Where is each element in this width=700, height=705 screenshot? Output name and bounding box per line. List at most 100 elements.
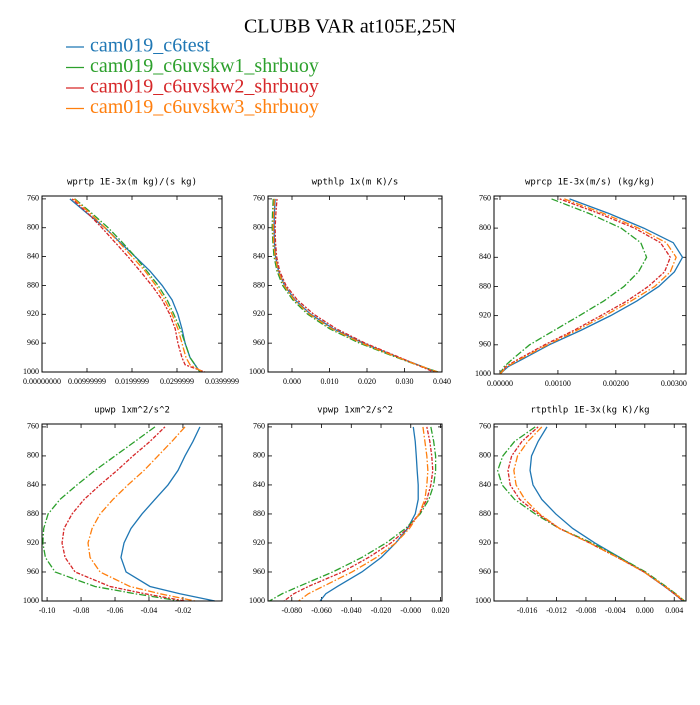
x-tick-label: -0.04 [141, 606, 158, 615]
profile-line [273, 198, 437, 373]
y-tick-label: 800 [479, 223, 491, 232]
x-tick-label: 0.020 [358, 377, 376, 386]
y-tick-label: 1000 [475, 369, 491, 378]
plot-frame [493, 195, 687, 375]
x-tick-label: 0.000 [283, 377, 301, 386]
y-tick-label: 880 [253, 280, 265, 289]
x-tick-label: 0.0299999 [160, 377, 194, 386]
y-tick-label: 840 [253, 480, 265, 489]
x-tick-label: -0.08 [73, 606, 90, 615]
x-tick-label: 0.020 [432, 606, 450, 615]
y-tick-label: 1000 [23, 367, 39, 376]
panel-title: wprcp 1E-3x(m/s) (kg/kg) [525, 178, 655, 188]
legend-label: cam019_c6uvskw2_shrbuoy [90, 76, 319, 98]
x-tick-label: -0.060 [311, 606, 332, 615]
x-tick-label: 0.010 [321, 377, 339, 386]
profile-line [496, 426, 685, 602]
profile-line [272, 198, 438, 373]
y-tick-label: 800 [27, 451, 39, 460]
x-tick-label: 0.004 [665, 606, 683, 615]
y-tick-label: 920 [253, 309, 265, 318]
profile-line [71, 198, 206, 373]
profile-line [271, 198, 439, 373]
y-tick-label: 840 [253, 251, 265, 260]
y-tick-label: 840 [479, 480, 491, 489]
panel-title: rtpthlp 1E-3x(kg K)/kg [530, 406, 649, 416]
x-tick-label: -0.016 [517, 606, 538, 615]
y-tick-label: 840 [27, 480, 39, 489]
legend-label: cam019_c6test [90, 35, 210, 57]
y-tick-label: 960 [479, 340, 491, 349]
y-tick-label: 960 [479, 567, 491, 576]
y-tick-label: 800 [479, 451, 491, 460]
profile-line [499, 198, 648, 375]
profile-line [499, 198, 677, 375]
y-tick-label: 1000 [475, 596, 491, 605]
x-tick-label: 0.00200 [603, 379, 629, 388]
y-tick-label: 880 [27, 280, 39, 289]
y-tick-label: 1000 [249, 596, 265, 605]
x-tick-label: 0.0199999 [115, 377, 149, 386]
y-tick-label: 920 [27, 538, 39, 547]
x-tick-label: 0.00000 [487, 379, 513, 388]
y-tick-label: 840 [27, 251, 39, 260]
profile-line [319, 426, 419, 602]
x-tick-label: 0.040 [433, 377, 451, 386]
y-tick-label: 960 [253, 338, 265, 347]
plot-frame [41, 423, 223, 602]
x-tick-label: 0.00100 [545, 379, 571, 388]
x-tick-label: 0.00300 [661, 379, 687, 388]
x-tick-label: 0.00000000 [23, 377, 61, 386]
y-tick-label: 760 [27, 422, 39, 431]
x-tick-label: 0.030 [396, 377, 414, 386]
y-tick-label: 760 [479, 194, 491, 203]
x-tick-label: -0.000 [400, 606, 421, 615]
y-tick-label: 880 [479, 509, 491, 518]
profile-line [61, 426, 186, 602]
profile-line [42, 426, 180, 602]
plot-frame [493, 423, 687, 602]
x-tick-label: -0.06 [107, 606, 124, 615]
profile-line [298, 426, 429, 602]
x-tick-label: -0.004 [605, 606, 626, 615]
y-tick-label: 880 [479, 281, 491, 290]
y-tick-label: 800 [253, 223, 265, 232]
y-tick-label: 960 [27, 567, 39, 576]
y-tick-label: 760 [253, 194, 265, 203]
panel-title: vpwp 1xm^2/s^2 [317, 406, 393, 416]
y-tick-label: 920 [479, 538, 491, 547]
y-tick-label: 880 [253, 509, 265, 518]
y-tick-label: 1000 [249, 367, 265, 376]
x-tick-label: 0.00999999 [68, 377, 106, 386]
profile-line [69, 198, 201, 373]
plot-frame [267, 423, 443, 602]
profile-line [269, 426, 437, 602]
profile-line [529, 426, 684, 602]
panel-title: wprtp 1E-3x(m kg)/(s kg) [67, 178, 197, 188]
x-tick-label: -0.080 [281, 606, 302, 615]
y-tick-label: 760 [253, 422, 265, 431]
x-tick-label: -0.012 [546, 606, 567, 615]
x-tick-label: -0.008 [576, 606, 597, 615]
x-tick-label: -0.02 [175, 606, 192, 615]
plot-frame [267, 195, 443, 373]
profile-line [73, 198, 204, 373]
y-tick-label: 920 [479, 310, 491, 319]
plot-frame [41, 195, 223, 373]
y-tick-label: 920 [253, 538, 265, 547]
y-tick-label: 960 [253, 567, 265, 576]
y-tick-label: 760 [479, 422, 491, 431]
legend-label: cam019_c6uvskw3_shrbuoy [90, 96, 319, 118]
panel-title: wpthlp 1x(m K)/s [312, 178, 399, 188]
profile-line [274, 198, 435, 373]
profile-line [499, 198, 684, 375]
panel-title: upwp 1xm^2/s^2 [94, 406, 170, 416]
x-tick-label: -0.040 [341, 606, 362, 615]
y-tick-label: 760 [27, 194, 39, 203]
profile-line [499, 198, 672, 375]
y-tick-label: 920 [27, 309, 39, 318]
y-tick-label: 880 [27, 509, 39, 518]
x-tick-label: 0.0399999 [205, 377, 239, 386]
y-tick-label: 1000 [23, 596, 39, 605]
